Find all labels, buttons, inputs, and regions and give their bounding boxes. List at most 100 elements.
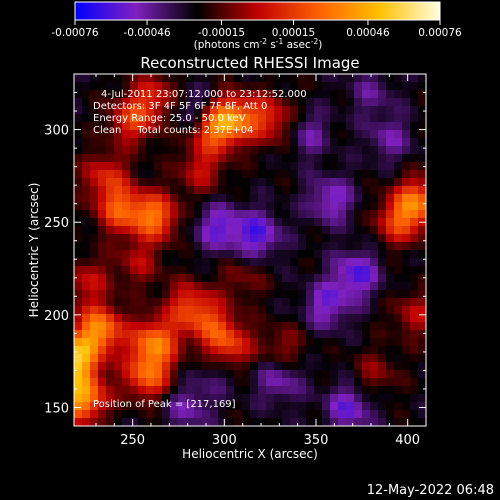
- heatmap-cell: [266, 194, 275, 203]
- heatmap-cell: [346, 338, 355, 347]
- heatmap-cell: [186, 194, 195, 203]
- heatmap-cell: [282, 98, 291, 107]
- heatmap-cell: [90, 74, 99, 83]
- heatmap-cell: [250, 130, 259, 139]
- heatmap-cell: [162, 234, 171, 243]
- heatmap-cell: [82, 218, 91, 227]
- heatmap-cell: [330, 138, 339, 147]
- heatmap-cell: [306, 258, 315, 267]
- heatmap-cell: [234, 314, 243, 323]
- heatmap-cell: [218, 122, 227, 131]
- heatmap-cell: [234, 130, 243, 139]
- chart-title: Reconstructed RHESSI Image: [140, 54, 359, 72]
- heatmap-cell: [394, 314, 403, 323]
- heatmap-cell: [314, 82, 323, 91]
- heatmap-cell: [386, 282, 395, 291]
- heatmap-cell: [402, 354, 411, 363]
- heatmap-cell: [218, 282, 227, 291]
- heatmap-cell: [186, 186, 195, 195]
- heatmap-cell: [90, 138, 99, 147]
- heatmap-cell: [130, 290, 139, 299]
- heatmap-cell: [226, 330, 235, 339]
- heatmap-cell: [410, 306, 419, 315]
- heatmap-cell: [322, 258, 331, 267]
- heatmap-cell: [266, 210, 275, 219]
- heatmap-cell: [130, 410, 139, 419]
- heatmap-cell: [146, 218, 155, 227]
- heatmap-cell: [322, 250, 331, 259]
- heatmap-cell: [90, 178, 99, 187]
- heatmap-cell: [106, 378, 115, 387]
- heatmap-cell: [386, 370, 395, 379]
- heatmap-cell: [234, 274, 243, 283]
- heatmap-cell: [154, 218, 163, 227]
- heatmap-cell: [418, 354, 426, 363]
- heatmap-cell: [370, 130, 379, 139]
- heatmap-cell: [410, 378, 419, 387]
- heatmap-cell: [74, 114, 83, 123]
- heatmap-cell: [370, 322, 379, 331]
- heatmap-cell: [242, 314, 251, 323]
- heatmap-cell: [210, 146, 219, 155]
- heatmap-cell: [250, 234, 259, 243]
- heatmap-cell: [226, 354, 235, 363]
- heatmap-cell: [74, 242, 83, 251]
- heatmap-cell: [90, 234, 99, 243]
- heatmap-cell: [138, 202, 147, 211]
- heatmap-cell: [114, 162, 123, 171]
- heatmap-cell: [178, 274, 187, 283]
- heatmap-cell: [274, 330, 283, 339]
- heatmap-cell: [354, 250, 363, 259]
- heatmap-cell: [282, 122, 291, 131]
- heatmap-cell: [346, 106, 355, 115]
- heatmap-cell: [138, 98, 147, 107]
- heatmap-cell: [338, 226, 347, 235]
- heatmap-cell: [298, 354, 307, 363]
- heatmap-cell: [322, 386, 331, 395]
- heatmap-cell: [186, 234, 195, 243]
- heatmap-cell: [258, 338, 267, 347]
- heatmap-cell: [106, 178, 115, 187]
- heatmap-cell: [114, 106, 123, 115]
- heatmap-cell: [418, 306, 426, 315]
- heatmap-cell: [314, 194, 323, 203]
- heatmap-cell: [250, 98, 259, 107]
- heatmap-cell: [298, 178, 307, 187]
- heatmap-cell: [282, 130, 291, 139]
- heatmap-cell: [418, 122, 426, 131]
- heatmap-cell: [410, 402, 419, 411]
- heatmap-cell: [362, 226, 371, 235]
- heatmap-cell: [114, 290, 123, 299]
- heatmap-cell: [98, 98, 107, 107]
- heatmap-cell: [178, 418, 187, 426]
- heatmap-cell: [130, 242, 139, 251]
- heatmap-cell: [274, 418, 283, 426]
- heatmap-cell: [178, 290, 187, 299]
- heatmap-cell: [314, 226, 323, 235]
- heatmap-cell: [186, 98, 195, 107]
- heatmap-cell: [170, 282, 179, 291]
- heatmap-cell: [210, 410, 219, 419]
- heatmap-cell: [362, 178, 371, 187]
- heatmap-cell: [418, 402, 426, 411]
- heatmap-cell: [170, 202, 179, 211]
- heatmap-cell: [154, 90, 163, 99]
- heatmap-cell: [186, 330, 195, 339]
- heatmap-cell: [186, 314, 195, 323]
- heatmap-cell: [186, 394, 195, 403]
- heatmap-cell: [98, 242, 107, 251]
- heatmap-cell: [98, 330, 107, 339]
- heatmap-cell: [354, 82, 363, 91]
- heatmap-cell: [202, 98, 211, 107]
- heatmap-cell: [178, 226, 187, 235]
- heatmap-cell: [282, 186, 291, 195]
- heatmap-cell: [170, 314, 179, 323]
- heatmap-cell: [154, 98, 163, 107]
- heatmap-cell: [82, 162, 91, 171]
- heatmap-cell: [282, 306, 291, 315]
- heatmap-cell: [258, 274, 267, 283]
- heatmap-cell: [330, 298, 339, 307]
- heatmap-cell: [210, 338, 219, 347]
- heatmap-cell: [186, 218, 195, 227]
- heatmap-cell: [122, 242, 131, 251]
